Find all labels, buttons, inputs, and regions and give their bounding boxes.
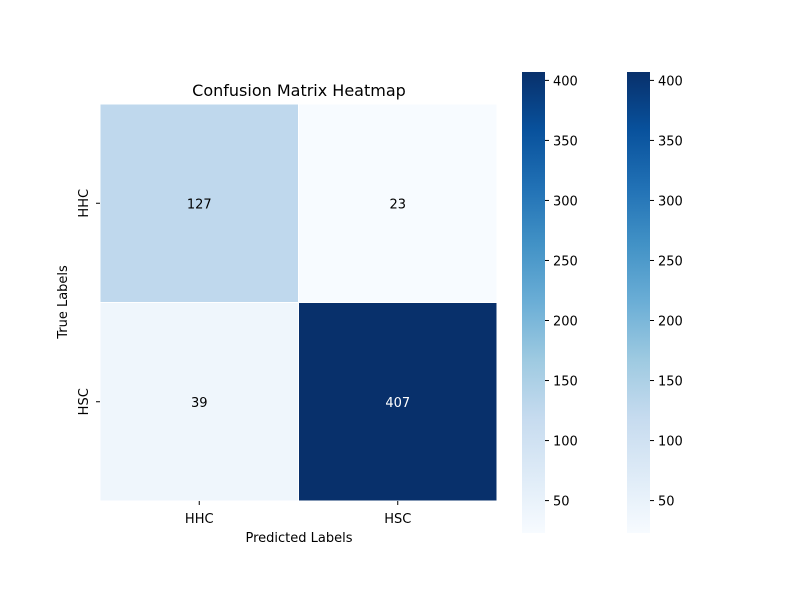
colorbar-gradient (627, 72, 650, 533)
colorbar: 50 100 150 200 250 300 350 400 (627, 72, 683, 533)
colorbars: 50 100 150 200 250 300 350 400 50 100 150 200 250 300… (522, 72, 683, 533)
colorbar: 50 100 150 200 250 300 350 400 (522, 72, 578, 533)
colorbar-tick-label: 300 (658, 194, 683, 209)
colorbar-tick-label: 50 (553, 495, 570, 510)
heatmap-cell (298, 302, 498, 502)
colorbar-tick-label: 100 (658, 435, 683, 450)
colorbar-tick-label: 150 (658, 375, 683, 390)
x-tick-label: HHC (185, 512, 214, 527)
x-axis-label: Predicted Labels (245, 531, 352, 546)
heatmap-cells: 127 23 39 407 (99, 103, 498, 502)
cell-value-label: 23 (389, 197, 406, 212)
x-tick-label: HSC (384, 512, 411, 527)
y-tick-label: HHC (77, 189, 92, 218)
colorbar-gradient (522, 72, 545, 533)
heatmap-cell (298, 103, 498, 303)
colorbar-tick-label: 350 (553, 134, 578, 149)
chart-title: Confusion Matrix Heatmap (192, 81, 406, 100)
heatmap-cell (99, 302, 299, 502)
cell-value-label: 407 (385, 396, 410, 411)
colorbar-tick-label: 200 (658, 315, 683, 330)
colorbar-tick-label: 200 (553, 315, 578, 330)
colorbar-tick-label: 400 (553, 74, 578, 89)
colorbar-tick-label: 250 (553, 254, 578, 269)
cell-value-label: 127 (187, 197, 212, 212)
colorbar-tick-label: 50 (658, 495, 675, 510)
y-axis-ticks: HHC HSC (77, 189, 100, 415)
colorbar-tick-label: 400 (658, 74, 683, 89)
colorbar-tick-label: 350 (658, 134, 683, 149)
colorbar-tick-label: 300 (553, 194, 578, 209)
colorbar-tick-label: 250 (658, 254, 683, 269)
y-axis-label: True Labels (56, 265, 71, 340)
heatmap-cell (99, 103, 299, 303)
x-axis-ticks: HHC HSC (185, 501, 411, 527)
y-tick-label: HSC (77, 388, 92, 415)
colorbar-tick-label: 150 (553, 375, 578, 390)
colorbar-tick-label: 100 (553, 435, 578, 450)
cell-value-label: 39 (191, 396, 208, 411)
